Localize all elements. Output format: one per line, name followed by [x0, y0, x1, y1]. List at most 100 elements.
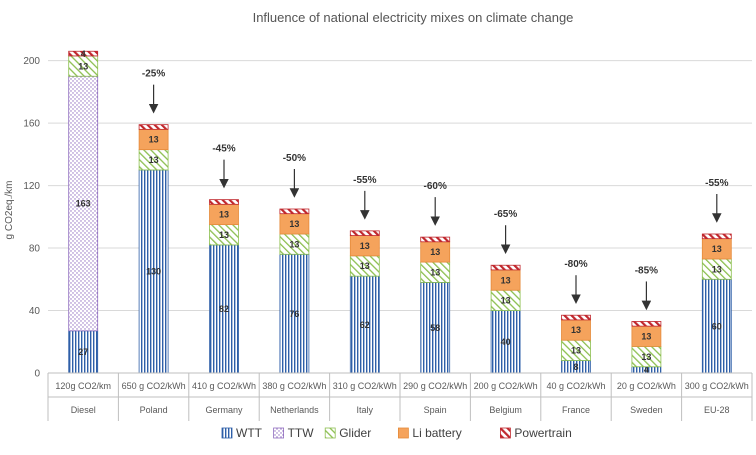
segment-label: 62: [360, 320, 370, 330]
legend-label-ttw: TTW: [288, 426, 315, 440]
bar-segment-powertrain: [631, 321, 662, 327]
segment-label: 60: [712, 321, 722, 331]
x-category-mix-label: 300 g CO2/kWh: [685, 381, 749, 391]
legend-label-li-battery: Li battery: [412, 426, 461, 440]
segment-label: 4: [81, 49, 86, 59]
segment-label: 76: [289, 309, 299, 319]
x-category-label: Netherlands: [270, 405, 319, 415]
x-category-mix-label: 380 g CO2/kWh: [262, 381, 326, 391]
segment-label: 4: [644, 365, 649, 375]
bar-segment-powertrain: [420, 236, 451, 243]
bar-segment-wtt: [209, 244, 239, 374]
reduction-annotations: -25% -45% -50% -55% -60% -65% -80% -85% -55%: [142, 69, 729, 311]
reduction-label: -55%: [705, 178, 728, 189]
bar-stack-diesel: 27 163 13 4: [68, 49, 99, 374]
y-tick-label: 200: [23, 56, 40, 67]
x-category-mix-label: 200 g CO2/kWh: [474, 381, 538, 391]
segment-label: 13: [289, 239, 299, 249]
y-tick-label: 0: [34, 369, 40, 380]
reduction-label: -55%: [353, 175, 376, 186]
x-category-label: Sweden: [630, 405, 663, 415]
bar-stack-poland: 130 13 13: [138, 124, 169, 374]
reduction-label: -80%: [564, 259, 587, 270]
bar-segment-powertrain: [279, 208, 310, 215]
bar-segment-wtt: [490, 310, 521, 374]
bar-segment-wtt: [138, 169, 169, 374]
reduction-label: -45%: [212, 144, 235, 155]
x-category-label: Italy: [357, 405, 374, 415]
legend-swatch-li-battery: [397, 427, 409, 439]
bar-segment-powertrain: [138, 124, 169, 130]
segment-label: 13: [78, 61, 88, 71]
segment-label: 13: [149, 135, 159, 145]
reduction-label: -60%: [424, 181, 447, 192]
segment-label: 130: [146, 267, 161, 277]
y-tick-label: 120: [23, 181, 40, 192]
x-category-label: France: [562, 405, 590, 415]
segment-label: 40: [501, 337, 511, 347]
y-axis-label: g CO2eq./km: [4, 181, 15, 240]
segment-label: 163: [76, 199, 91, 209]
segment-label: 13: [149, 155, 159, 165]
bar-segment-wtt: [420, 282, 451, 374]
legend-swatch-ttw: [273, 427, 285, 439]
chart-title: Influence of national electricity mixes …: [253, 10, 574, 25]
y-tick-label: 160: [23, 119, 40, 130]
x-category-mix-label: 650 g CO2/kWh: [122, 381, 186, 391]
segment-label: 13: [430, 247, 440, 257]
segment-label: 13: [360, 261, 370, 271]
x-category-label: Poland: [140, 405, 168, 415]
bar-stack-italy: 62 13 13: [349, 230, 380, 374]
segment-label: 13: [641, 331, 651, 341]
segment-label: 27: [78, 347, 88, 357]
x-category-mix-label: 410 g CO2/kWh: [192, 381, 256, 391]
x-category-mix-label: 290 g CO2/kWh: [403, 381, 467, 391]
segment-label: 13: [219, 210, 229, 220]
x-category-mix-label: 310 g CO2/kWh: [333, 381, 397, 391]
x-category-label: Diesel: [71, 405, 96, 415]
bar-stack-belgium: 40 13 13: [490, 264, 521, 374]
segment-label: 58: [430, 323, 440, 333]
segment-label: 13: [501, 296, 511, 306]
bar-segment-wtt: [349, 275, 380, 374]
reduction-label: -65%: [494, 209, 517, 220]
bar-segment-wtt: [279, 253, 310, 374]
segment-label: 13: [501, 275, 511, 285]
bar-segment-powertrain: [68, 50, 99, 57]
segment-label: 13: [571, 346, 581, 356]
y-tick-label: 80: [29, 244, 41, 255]
segment-label: 13: [360, 241, 370, 251]
legend-label-wtt: WTT: [236, 426, 263, 440]
segment-label: 13: [641, 352, 651, 362]
bar-segment-powertrain: [490, 264, 521, 271]
legend-swatch-wtt: [221, 427, 233, 439]
x-category-mix-label: 40 g CO2/kWh: [546, 381, 605, 391]
x-axis: 120g CO2/km Diesel 650 g CO2/kWh Poland 410 …: [47, 372, 753, 421]
reduction-label: -85%: [635, 265, 658, 276]
segment-label: 8: [573, 362, 578, 372]
legend-label-powertrain: Powertrain: [514, 426, 571, 440]
segment-label: 13: [571, 325, 581, 335]
bar-segment-powertrain: [701, 233, 732, 240]
bar-stack-france: 8 13 13: [561, 314, 591, 374]
bar-segment-wtt: [68, 330, 99, 374]
bar-stack-sweden: 4 13 13: [631, 321, 662, 375]
bar-stack-eu-28: 60 13 13: [701, 233, 732, 374]
x-category-mix-label: 20 g CO2/kWh: [617, 381, 676, 391]
segment-label: 13: [712, 244, 722, 254]
x-category-label: Germany: [205, 405, 243, 415]
bar-stack-spain: 58 13 13: [420, 236, 451, 374]
segment-label: 13: [289, 219, 299, 229]
legend-swatch-glider: [324, 427, 336, 439]
x-category-label: EU-28: [704, 405, 730, 415]
bar-segment-powertrain: [349, 230, 380, 236]
bar-stack-netherlands: 76 13 13: [279, 208, 310, 374]
bar-stack-germany: 82 13 13: [209, 199, 239, 374]
segment-label: 13: [219, 230, 229, 240]
x-category-label: Spain: [424, 405, 447, 415]
y-axis-ticks: 0 40 80 120 160 200: [23, 56, 40, 379]
segment-label: 13: [712, 264, 722, 274]
bar-segment-powertrain: [561, 314, 591, 321]
reduction-label: -50%: [283, 153, 306, 164]
